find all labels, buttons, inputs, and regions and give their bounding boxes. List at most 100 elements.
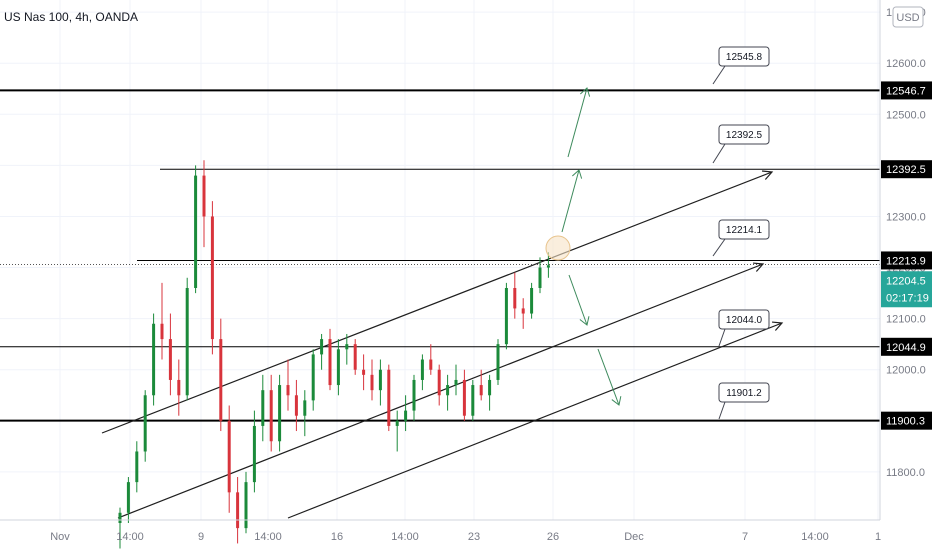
breakout-highlight-circle: [545, 235, 571, 261]
candle-body: [244, 482, 248, 529]
level-callout[interactable]: 11901.2: [718, 382, 770, 420]
channel-arrowhead: [752, 262, 765, 272]
candle-body: [454, 379, 458, 386]
price-tick-label: 12100.0: [886, 314, 926, 326]
price-tag-label: 11900.3: [886, 416, 925, 428]
time-tick-label: 9: [198, 531, 204, 543]
price-tag-label: 12213.9: [886, 255, 926, 267]
price-tick-label: 12600.0: [886, 58, 926, 70]
candle-body: [143, 395, 147, 452]
candle-body: [462, 379, 466, 416]
candle-body: [429, 359, 433, 370]
projection-arrow: [568, 274, 588, 326]
callout-pointer: [718, 328, 726, 347]
callout-pointer: [712, 143, 726, 164]
callout-box: [718, 309, 770, 330]
channel-line: [101, 171, 773, 434]
price-tick-label: 12500.0: [886, 109, 926, 121]
callout-value: 12214.1: [726, 225, 763, 236]
candle-body: [437, 369, 441, 396]
candle-body: [420, 359, 424, 380]
callout-pointer: [718, 401, 726, 420]
candle-body: [404, 410, 408, 421]
projection-arrowhead: [579, 316, 590, 326]
level-callout[interactable]: 12044.0: [718, 309, 770, 347]
callout-box: [718, 46, 770, 67]
candle-body: [152, 323, 156, 396]
candle-body: [471, 385, 475, 416]
candle-body: [294, 395, 298, 416]
candle-body: [320, 339, 324, 355]
callout-value: 12392.5: [726, 130, 763, 141]
candle-body: [336, 349, 340, 386]
candle-body: [513, 287, 517, 309]
candle-body: [479, 385, 483, 396]
channel-line: [287, 322, 783, 519]
callout-box: [718, 382, 770, 403]
symbol-title: US Nas 100, 4h, OANDA: [4, 10, 138, 24]
candle-body: [219, 339, 223, 421]
candle-body: [311, 354, 315, 401]
level-callout[interactable]: 12214.1: [712, 219, 770, 257]
callout-box: [718, 124, 770, 145]
price-tag-box: [881, 81, 932, 100]
candle-body: [177, 379, 181, 396]
level-price-tag[interactable]: 12213.9: [881, 251, 932, 270]
level-price-tag[interactable]: 12392.5: [881, 160, 932, 179]
level-callout[interactable]: 12545.8: [712, 46, 770, 85]
candle-body: [504, 287, 508, 345]
price-axis[interactable]: 12700.012600.012500.012400.012300.012200…: [879, 0, 932, 520]
projection-arrowhead: [611, 396, 622, 406]
level-price-tag[interactable]: 11900.3: [881, 411, 932, 430]
countdown-label: 02:17:19: [886, 292, 929, 304]
candle-body: [521, 308, 525, 314]
callout-value: 11901.2: [726, 388, 762, 399]
time-tick-label: 23: [468, 531, 480, 543]
price-tag-label: 12392.5: [886, 164, 926, 176]
callout-pointer: [712, 238, 726, 257]
candle-body: [353, 344, 357, 370]
callout-pointer: [712, 65, 726, 85]
candle-body: [412, 379, 416, 411]
candle-body: [126, 482, 130, 513]
candle-body: [227, 420, 231, 493]
candle-body: [278, 385, 282, 442]
price-tag-label: 12044.9: [886, 342, 926, 354]
candle-body: [530, 287, 534, 314]
candles: [118, 160, 550, 549]
callout-box: [718, 219, 770, 240]
candle-body: [236, 492, 240, 529]
last-price-tag[interactable]: 12204.5 02:17:19: [881, 271, 932, 308]
candle-body: [370, 374, 374, 391]
price-tick-label: 12000.0: [886, 365, 926, 377]
candle-body: [168, 339, 172, 380]
currency-badge[interactable]: USD: [892, 6, 924, 28]
level-callout[interactable]: 12392.5: [712, 124, 770, 164]
candle-body: [378, 369, 382, 391]
candle-body: [118, 512, 122, 523]
candle-body: [446, 385, 450, 396]
candle-body: [362, 369, 366, 375]
level-price-tag[interactable]: 12044.9: [881, 337, 932, 356]
callout-value: 12545.8: [726, 52, 763, 63]
time-tick-label: 1: [875, 531, 881, 543]
level-price-tag[interactable]: 12546.7: [881, 81, 932, 100]
callout-value: 12044.0: [726, 315, 763, 326]
level-callouts: 12545.8 12392.5 12214.1 12044.0 11901.2: [712, 46, 770, 420]
time-tick-label: Dec: [624, 531, 644, 543]
candle-body: [546, 265, 550, 268]
price-tag-box: [881, 251, 932, 270]
currency-badge-box: [892, 6, 924, 28]
candle-body: [496, 344, 500, 380]
candle-body: [395, 420, 399, 426]
time-axis[interactable]: Nov 14:00 9 14:00 16 14:00 23 26 Dec 7 14:00 1: [0, 519, 881, 543]
candle-body: [286, 385, 290, 396]
candle-body: [261, 390, 265, 426]
projection-arrowhead: [572, 169, 583, 179]
candle-body: [387, 369, 391, 426]
time-tick-label: 26: [547, 531, 559, 543]
price-tick-label: 11800.0: [886, 467, 925, 479]
